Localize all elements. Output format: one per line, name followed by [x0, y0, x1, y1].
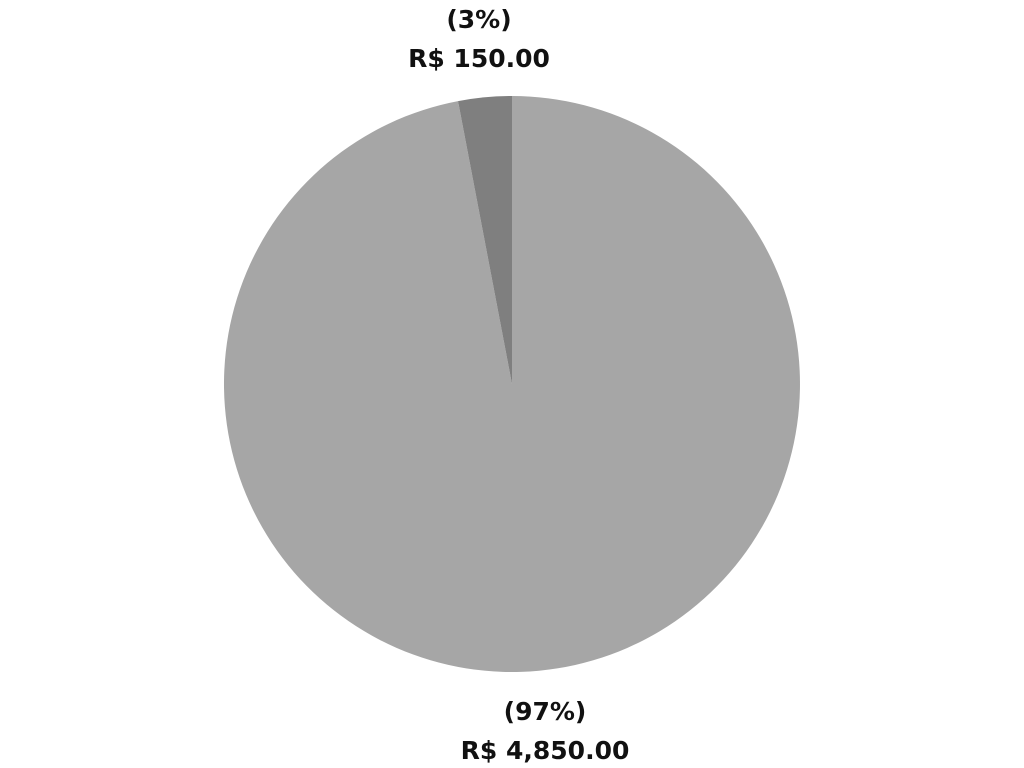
slice-0-value-label: R$ 4,850.00	[461, 736, 630, 765]
slice-1-percent-label: (3%)	[446, 5, 511, 34]
pie-slice-1	[458, 96, 512, 384]
pie-slices	[223, 96, 800, 672]
slice-0-percent-label: (97%)	[504, 697, 587, 726]
slice-1-value-label: R$ 150.00	[408, 44, 550, 73]
pie-slice-0	[223, 96, 800, 672]
